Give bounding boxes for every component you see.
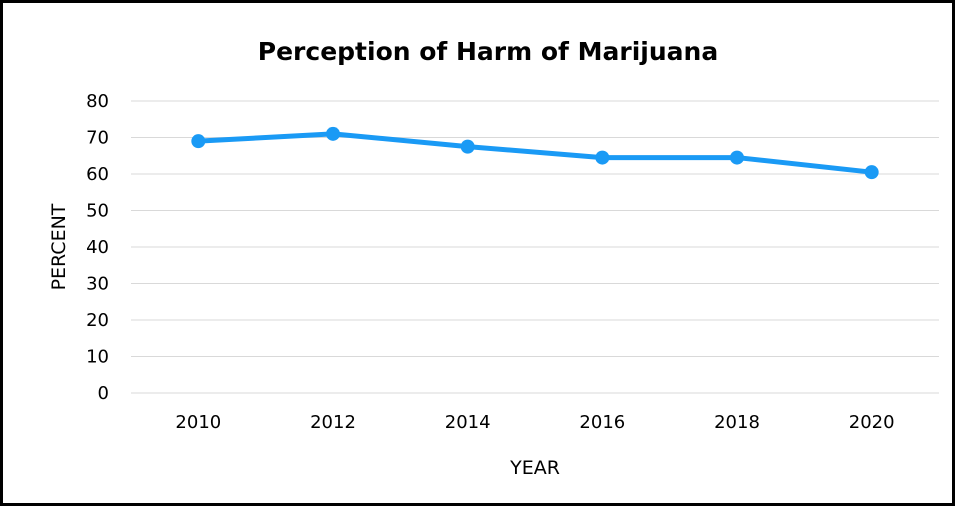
- y-tick-label: 0: [98, 383, 109, 404]
- y-axis-title: PERCENT: [48, 203, 70, 290]
- chart-title: Perception of Harm of Marijuana: [258, 37, 718, 66]
- y-tick-label: 60: [86, 164, 109, 185]
- x-tick-label: 2016: [579, 412, 625, 433]
- y-tick-label: 50: [86, 201, 109, 222]
- data-point: [864, 165, 879, 180]
- y-tick-label: 30: [86, 274, 109, 295]
- x-tick-label: 2010: [175, 412, 221, 433]
- series-line: [195, 131, 875, 175]
- y-tick-label: 10: [86, 347, 109, 368]
- data-point: [460, 139, 475, 154]
- y-tick-label: 40: [86, 237, 109, 258]
- data-point: [730, 150, 744, 165]
- x-axis-ticks: 2010 2012 2014 2016 2018 2020: [175, 412, 894, 433]
- line-chart: Perception of Harm of Marijuana 0 10 20 30 4…: [48, 37, 939, 479]
- y-tick-label: 80: [86, 91, 109, 112]
- data-point: [595, 150, 610, 165]
- x-tick-label: 2020: [849, 412, 895, 433]
- data-point: [326, 126, 340, 141]
- x-axis-title: YEAR: [509, 457, 560, 479]
- series-layer: [191, 126, 879, 180]
- gridlines: [131, 100, 939, 394]
- x-tick-label: 2018: [714, 412, 760, 433]
- y-tick-label: 20: [86, 310, 109, 331]
- y-axis-ticks: 0 10 20 30 40 50 60 70 80: [86, 91, 109, 404]
- x-tick-label: 2014: [445, 412, 491, 433]
- data-point: [191, 134, 206, 149]
- y-tick-label: 70: [86, 128, 109, 149]
- x-tick-label: 2012: [310, 412, 356, 433]
